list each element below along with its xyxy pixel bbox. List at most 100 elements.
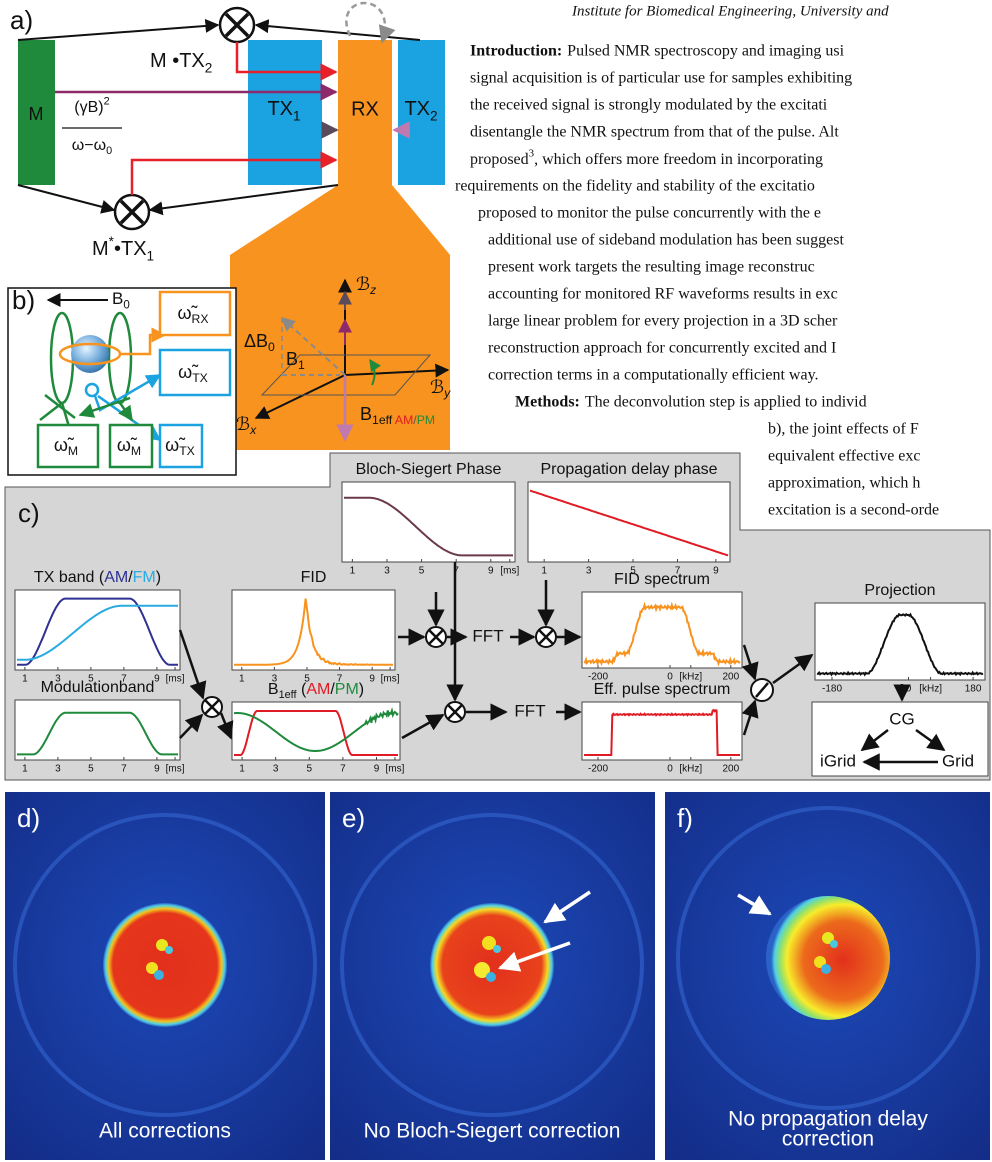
body-text-line: proposed to monitor the pulse concurrent… [478,205,821,222]
plot-title: Modulationband [41,679,155,696]
tick-label: 1 [22,764,28,775]
text-segment: 1 [147,248,155,263]
tick-label: [kHz] [919,684,942,695]
text-segment: TX band ( [34,569,105,586]
product-label: M*•TX1 [92,234,154,263]
tick-label: [ms] [166,764,185,775]
tick-label: 9 [369,674,375,685]
tick-label: [ms] [386,764,405,775]
text-segment: 1 [293,108,301,123]
text-segment: M [68,444,78,458]
text-segment: •TX [114,238,147,260]
tick-label: 5 [306,764,312,775]
arrow [256,25,420,40]
image-caption: correction [782,1128,874,1151]
operation-label: FFT [514,701,545,720]
plot-title: TX band (AM/FM) [34,569,161,586]
arrow [18,185,114,210]
text-segment: B [112,289,123,308]
panel-label: d) [17,803,40,833]
text-segment: ℬ [356,274,370,294]
text-segment: TX [267,98,293,120]
tick-label: 180 [965,684,982,695]
text-segment: M [92,238,109,260]
multiply-symbol [536,627,556,647]
text-segment: AM [104,569,128,586]
body-text-line: large linear problem for every projectio… [488,313,838,330]
formula: (γB)2 [74,95,109,116]
tick-label: 1 [239,674,245,685]
text-segment: ) [359,681,364,698]
body-text-line: equivalent effective exc [768,448,921,465]
text-segment: ℬ [430,377,444,397]
plot-frame [342,482,515,562]
panel-label: a) [10,5,33,35]
tick-label: 5 [419,566,425,577]
text-segment: B [360,404,372,424]
tick-label: [ms] [500,566,519,577]
tick-label: 3 [384,566,390,577]
tick-label: 3 [55,764,61,775]
product-label: M •TX2 [150,50,212,75]
text-segment: 1eff [372,413,393,427]
text-segment: ω−ω [72,137,106,154]
text-segment: FM [133,569,156,586]
tick-label: 1 [22,674,28,685]
text-segment: ΔB [244,331,268,351]
body-text-line: signal acquisition is of particular use … [470,70,852,87]
body-text-line: requirements on the fidelity and stabili… [455,178,815,195]
tick-label: 7 [340,764,346,775]
plot-title: Propagation delay phase [540,461,717,478]
tick-label: -200 [588,764,608,775]
text-segment: TX [179,444,195,458]
tick-label: 9 [154,674,160,685]
text-segment: TX [192,371,208,385]
tick-label: 9 [713,566,719,577]
text-segment: RX [192,312,209,326]
multiply-symbol [220,8,254,42]
image-caption: No Bloch-Siegert correction [364,1120,621,1143]
body-text-line: Pulsed NMR spectroscopy and imaging usi [567,43,844,60]
plot-frame [232,590,395,670]
panel-f-image [665,792,990,1160]
panel-e-image [330,792,655,1160]
section-heading: Introduction: [470,43,562,60]
text-segment: 2 [205,60,213,75]
text-segment: 0 [123,299,129,311]
tick-label: 0 [906,684,912,695]
body-text-line: The deconvolution step is applied to ind… [585,394,867,411]
operation-label: FFT [472,626,503,645]
block-label: M [29,104,44,124]
text-segment: (γB) [74,99,103,116]
formula: ω−ω0 [72,137,112,157]
text-segment: y [443,386,451,400]
text-segment: PM [417,413,435,427]
text-segment: ) [156,569,161,586]
panel-label: c) [18,498,40,528]
text-segment: z [369,283,376,297]
body-text-line: the received signal is strongly modulate… [470,97,828,114]
algorithm-label: Grid [942,751,974,770]
algorithm-label: CG [889,709,915,728]
tick-label: 9 [488,566,494,577]
text-segment: B [286,349,298,369]
multiply-symbol [115,195,149,229]
text-segment: M •TX [150,50,205,72]
text-segment: 2 [104,95,110,107]
text-segment: B [268,681,279,698]
panel-label: b) [12,285,35,315]
text-segment: , which offers more freedom in incorpora… [534,151,823,168]
section-heading: Methods: [515,394,580,411]
panel-d-image [5,792,325,1160]
plot-title: Projection [864,582,935,599]
multiply-symbol [426,627,446,647]
tick-label: 1 [239,764,245,775]
plot-title: Bloch-Siegert Phase [356,461,502,478]
tick-label: 9 [154,764,160,775]
multiply-symbol [445,702,465,722]
body-text-line: b), the joint effects of F [768,421,919,438]
tick-label: [ms] [381,674,400,685]
sample [71,335,109,373]
algorithm-label: iGrid [820,751,856,770]
tick-label: -180 [822,684,842,695]
